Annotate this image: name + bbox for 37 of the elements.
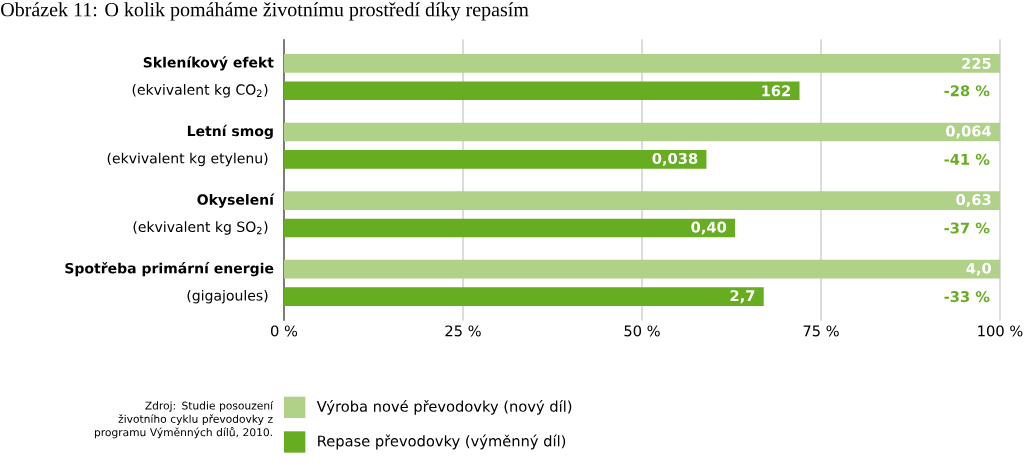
- bar: [284, 218, 736, 238]
- x-tick-label: 50 %: [624, 325, 660, 337]
- text: (ekvivalent kg SO$_{2}$): [133, 221, 268, 235]
- bar: [284, 122, 1000, 142]
- bar: [284, 191, 1000, 210]
- annotation: 162: [762, 85, 790, 97]
- annotation: 2,7: [730, 290, 755, 304]
- annotation: 0,064: [946, 125, 992, 139]
- annotation: 4,0: [966, 262, 992, 276]
- annotation: -28 %: [944, 85, 990, 97]
- y-tick-label: Skleníkový efekt: [143, 56, 274, 71]
- text: (ekvivalent kg CO$_{2}$): [132, 84, 268, 98]
- text: Zdroj: Studie posouzení životního cyklu převodovky z programu Výměnných dílů, 2010.: [94, 400, 274, 439]
- y-tick-label: Okyselení: [197, 193, 275, 208]
- x-tick-label: 0 %: [271, 325, 298, 337]
- text: (gigajoules): [187, 289, 268, 304]
- annotation: -37 %: [944, 222, 990, 234]
- bar: [284, 287, 764, 306]
- bar: [284, 81, 800, 101]
- annotation: 225: [962, 57, 991, 69]
- y-tick-label: Letní smog: [187, 124, 273, 140]
- y-tick-label: Spotřeba primární energie: [65, 262, 274, 277]
- bar: [284, 54, 1000, 73]
- x-tick-label: 75 %: [803, 325, 839, 337]
- annotation: -33 %: [944, 291, 990, 303]
- bar: [284, 150, 707, 169]
- annotation: 0,038: [652, 152, 698, 166]
- bar: [284, 259, 1000, 279]
- text: (ekvivalent kg etylenu): [107, 152, 268, 167]
- legend-label: Repase převodovky (výměnný díl): [318, 434, 566, 450]
- x-tick-label: 25 %: [445, 325, 481, 337]
- annotation: -41 %: [944, 153, 990, 165]
- chart-title: Obrázek 11: O kolik pomáháme životnímu prostředí díky repasím: [1, 2, 529, 21]
- annotation: 0,63: [956, 194, 991, 208]
- legend-label: Výroba nové převodovky (nový díl): [316, 399, 572, 415]
- x-tick-label: 100 %: [978, 325, 1023, 337]
- annotation: 0,40: [691, 221, 727, 235]
